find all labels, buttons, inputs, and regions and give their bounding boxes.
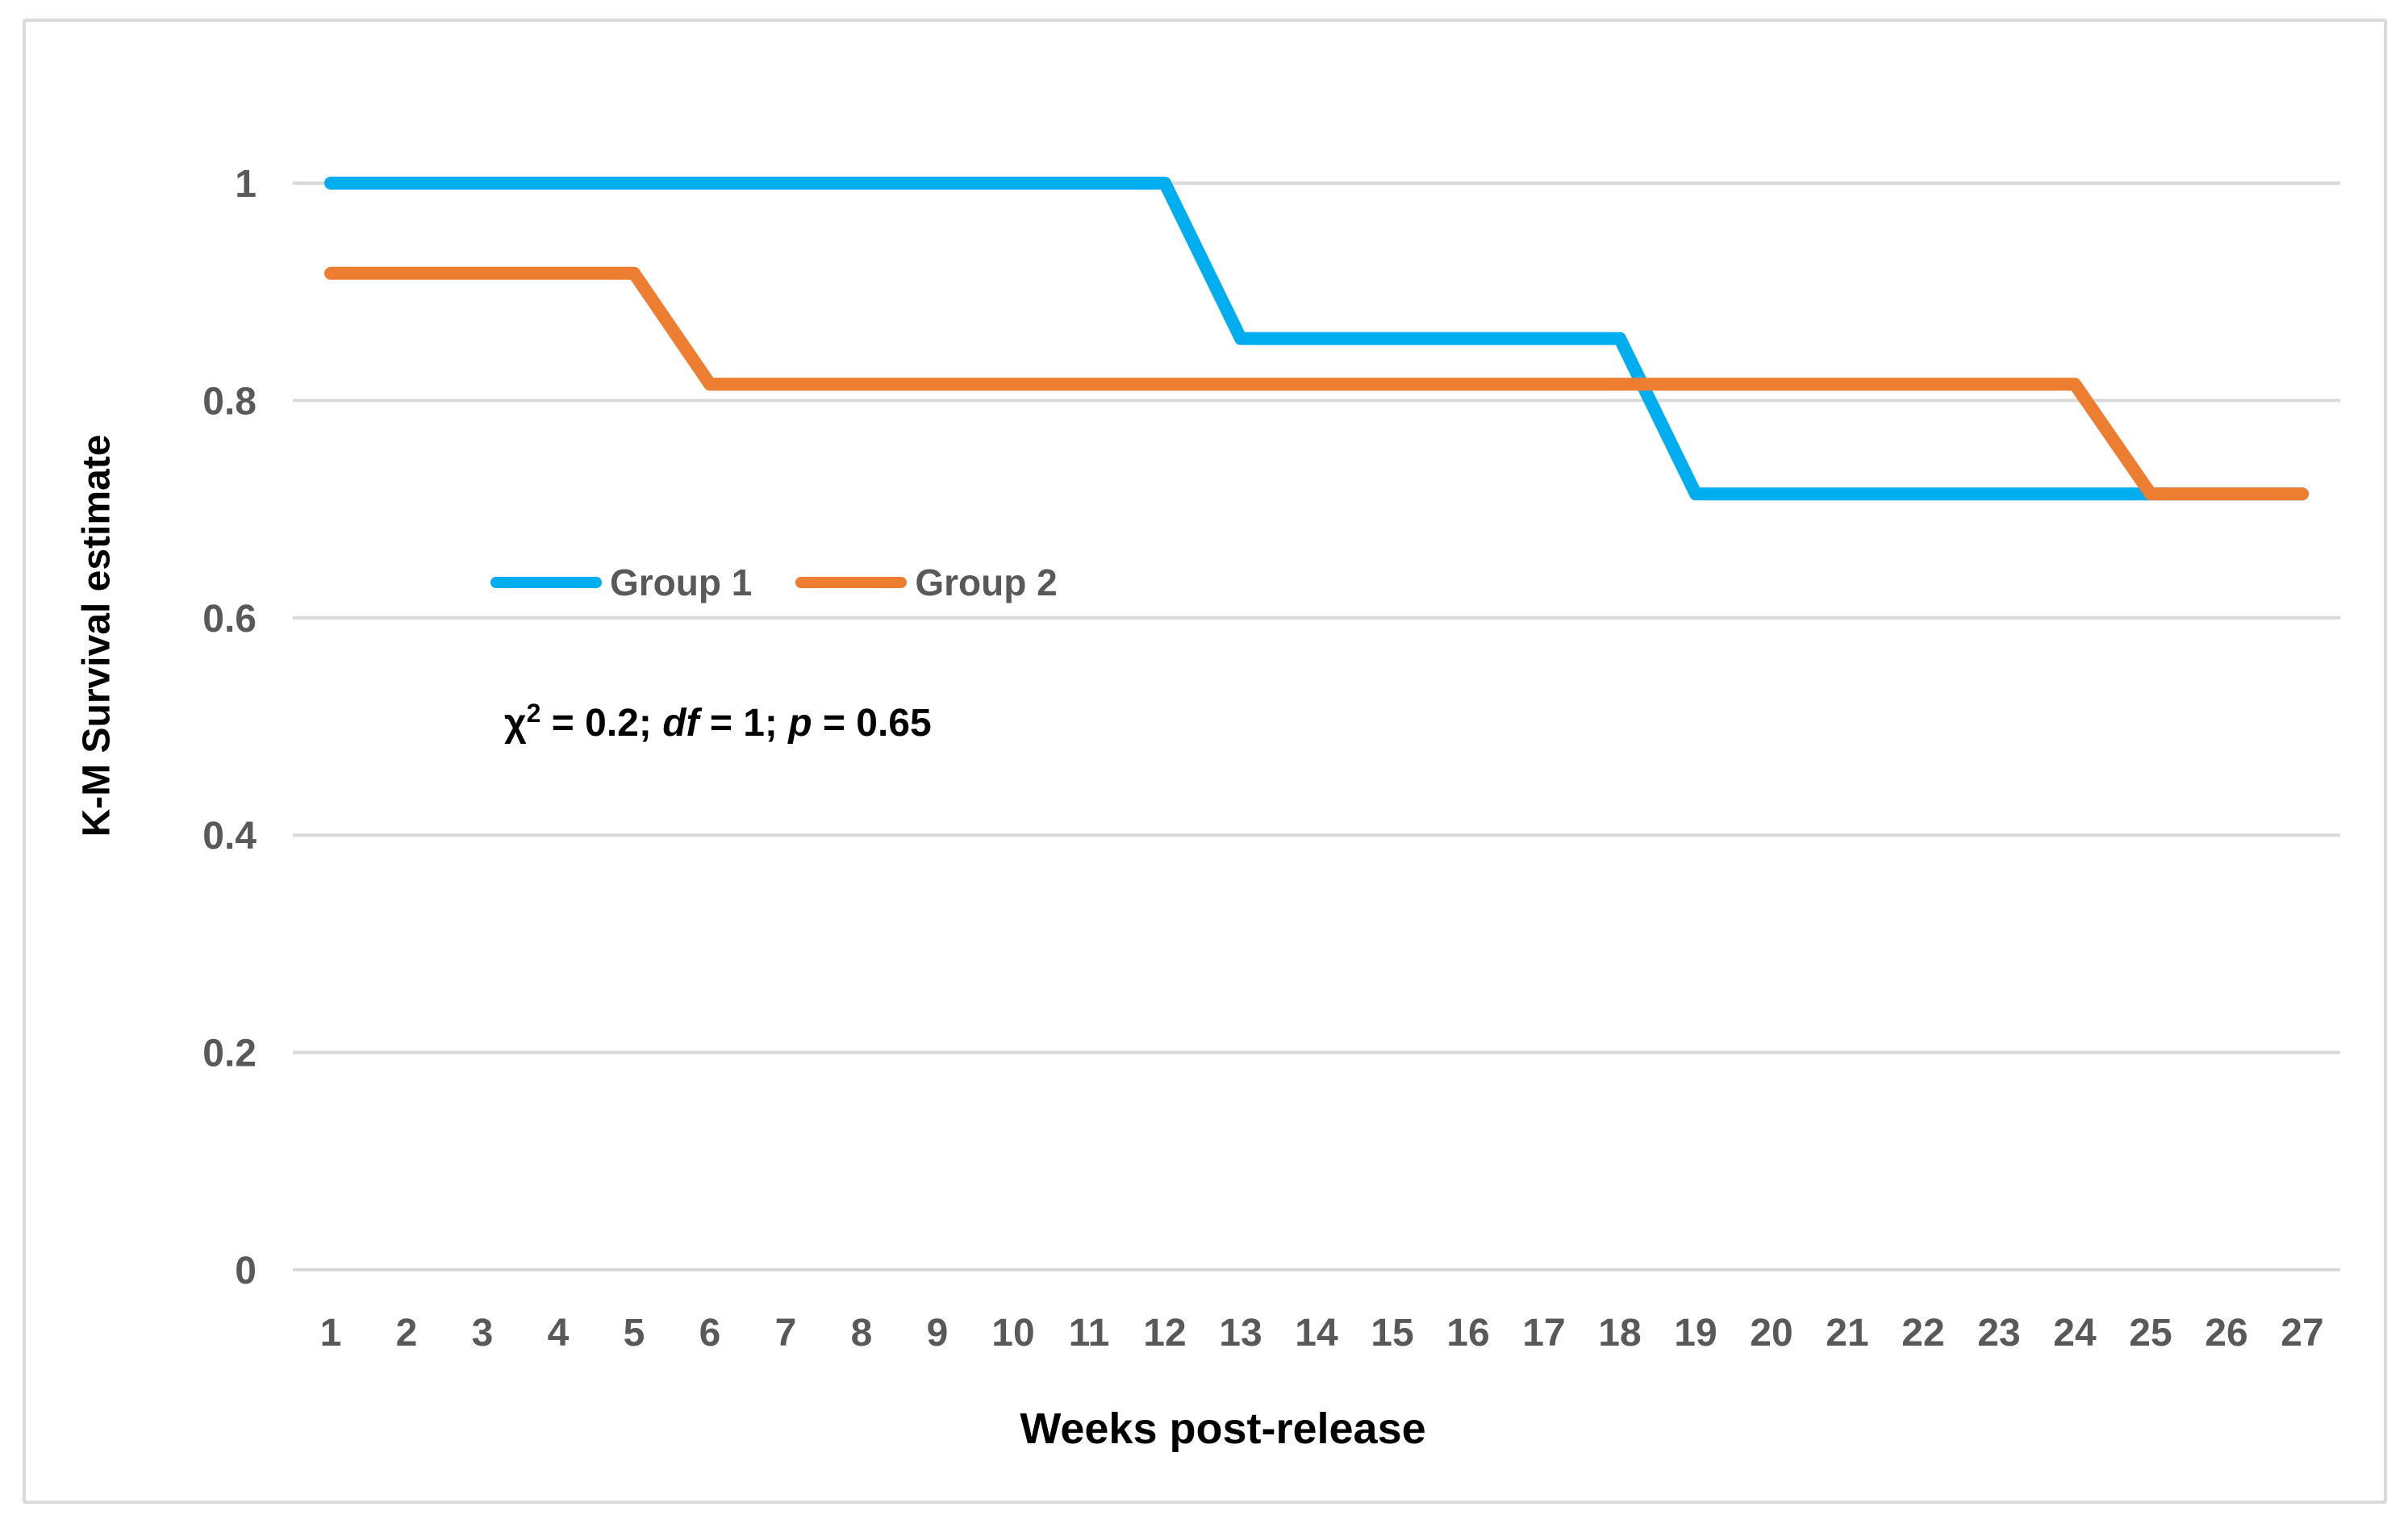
annotation-seg2: = 1; [699,702,789,745]
y-tick-label-0.4: 0.4 [202,815,257,858]
legend-label-group-2: Group 2 [915,561,1058,603]
x-axis-title: Weeks post-release [1020,1405,1426,1453]
y-tick-label-1: 1 [235,163,257,206]
p-symbol: p [788,702,812,745]
x-tick-label-1: 1 [320,1312,342,1355]
y-axis-title: K-M Survival estimate [75,434,119,837]
x-tick-label-11: 11 [1069,1312,1110,1355]
chi-superscript: 2 [526,699,541,728]
x-tick-label-8: 8 [851,1312,873,1355]
y-tick-label-0.2: 0.2 [202,1033,257,1075]
series-line-group-2 [324,266,2309,501]
legend: Group 1 Group 2 [490,561,1058,604]
x-tick-label-26: 26 [2205,1312,2247,1355]
annotation-seg3: = 0.65 [812,702,932,745]
x-tick-label-6: 6 [699,1312,721,1355]
x-tick-label-5: 5 [624,1312,645,1355]
y-tick-label-0.8: 0.8 [202,380,257,423]
x-tick-label-23: 23 [1977,1312,2020,1355]
x-tick-label-24: 24 [2053,1312,2097,1355]
x-tick-label-18: 18 [1598,1312,1641,1355]
x-tick-label-15: 15 [1371,1312,1413,1355]
x-tick-label-2: 2 [396,1312,418,1355]
x-tick-label-7: 7 [775,1312,797,1355]
x-tick-label-19: 19 [1674,1312,1717,1355]
x-tick-label-16: 16 [1446,1312,1489,1355]
x-tick-label-3: 3 [472,1312,494,1355]
y-tick-label-0.6: 0.6 [202,598,257,641]
x-tick-label-25: 25 [2129,1312,2172,1355]
x-tick-label-10: 10 [991,1312,1034,1355]
annotation-seg1: = 0.2; [540,702,663,745]
x-tick-label-27: 27 [2281,1312,2323,1355]
group-1-line-swatch [490,577,602,588]
x-tick-label-13: 13 [1219,1312,1262,1355]
legend-item-group-2: Group 2 [795,561,1058,604]
df-symbol: df [662,702,699,745]
x-tick-label-21: 21 [1826,1312,1868,1355]
log-rank-test-annotation: χ2 = 0.2; df = 1; p = 0.65 [504,699,932,745]
x-tick-label-14: 14 [1295,1312,1338,1355]
x-tick-label-4: 4 [548,1312,570,1355]
group-2-line-swatch [795,577,908,588]
legend-item-group-1: Group 1 [490,561,752,604]
x-tick-label-20: 20 [1750,1312,1792,1355]
series-line-group-1 [324,177,2309,501]
x-tick-label-17: 17 [1522,1312,1565,1355]
chi-symbol: χ [504,702,527,745]
x-tick-label-22: 22 [1901,1312,1944,1355]
x-tick-label-12: 12 [1143,1312,1186,1355]
legend-label-group-1: Group 1 [610,561,753,603]
y-tick-label-0: 0 [235,1250,257,1292]
x-tick-label-9: 9 [927,1312,949,1355]
